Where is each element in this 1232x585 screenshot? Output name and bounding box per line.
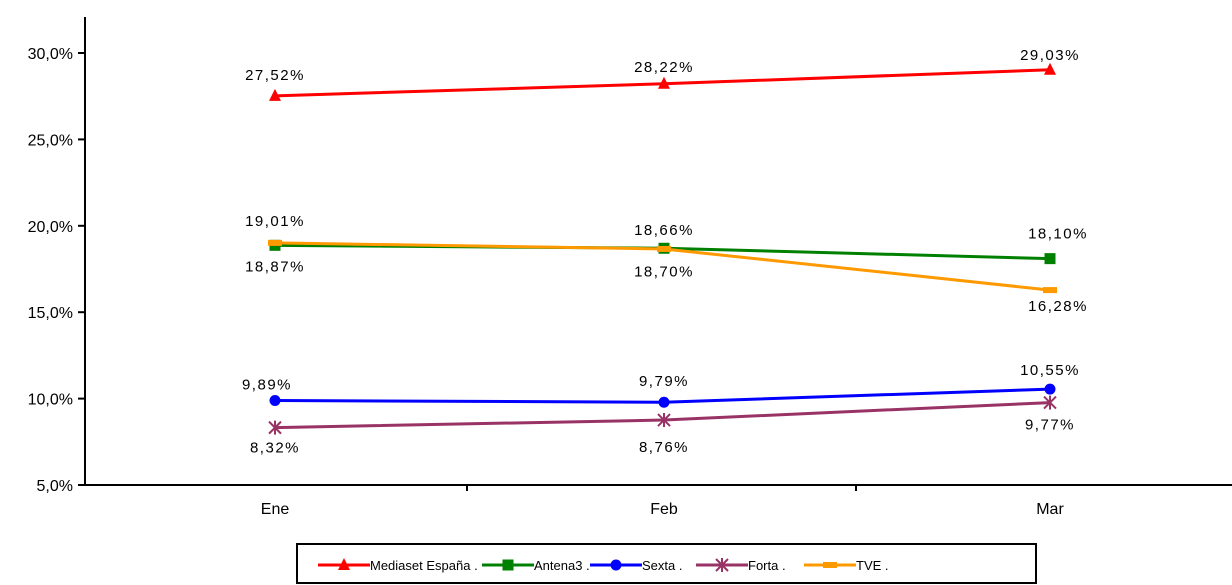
data-point (657, 245, 671, 252)
data-point (657, 413, 671, 428)
legend-marker (610, 559, 622, 571)
data-label: 10,55% (1020, 362, 1080, 379)
y-tick-label: 5,0% (37, 478, 73, 495)
series-lines (268, 62, 1057, 435)
data-point (1044, 383, 1056, 395)
legend-label: TVE . (856, 558, 889, 573)
series-4 (268, 239, 1057, 294)
x-tick-label: Feb (650, 501, 678, 518)
axes: 5,0% 10,0% 15,0% 20,0% 25,0% 30,0% Ene Feb Mar (28, 17, 1232, 518)
data-label: 9,79% (639, 373, 689, 390)
data-point (269, 395, 281, 407)
series-2 (269, 383, 1056, 408)
legend-label: Sexta . (642, 558, 682, 573)
data-label: 29,03% (1020, 47, 1080, 64)
data-label: 18,66% (634, 222, 694, 239)
data-point (1044, 253, 1056, 265)
legend-entry: TVE . (804, 558, 889, 573)
legend-entry: Antena3 . (482, 558, 590, 573)
data-label: 18,70% (634, 263, 694, 280)
y-tick-label: 20,0% (28, 219, 73, 236)
legend-entry: Mediaset España . (318, 558, 478, 573)
legend-label: Mediaset España . (370, 558, 478, 573)
data-point (1043, 287, 1057, 294)
legend-label: Forta . (748, 558, 786, 573)
legend-marker (715, 558, 729, 572)
x-tick-label: Ene (261, 501, 290, 518)
legend-entry: Sexta . (590, 558, 682, 573)
legend-entry: Forta . (696, 558, 786, 573)
legend-label: Antena3 . (534, 558, 590, 573)
data-point (658, 396, 670, 408)
data-point (269, 88, 281, 101)
legend-box (296, 543, 1037, 584)
y-tick-label: 30,0% (28, 46, 73, 63)
y-tick-label: 25,0% (28, 132, 73, 149)
legend-marker (338, 558, 350, 570)
y-tick-label: 10,0% (28, 392, 73, 409)
legend-marker (502, 559, 514, 571)
series-3 (268, 395, 1057, 435)
legend: Mediaset España . Antena3 . Sexta . Forta .… (296, 543, 1037, 584)
data-labels: 27,52% 28,22% 29,03% 18,87% 18,70% 18,10% 9,89… (242, 47, 1088, 457)
y-tick-label: 15,0% (28, 305, 73, 322)
data-point (268, 420, 282, 435)
data-label: 18,10% (1028, 226, 1088, 243)
data-label: 8,76% (639, 439, 689, 456)
data-label: 28,22% (634, 59, 694, 76)
data-label: 27,52% (245, 67, 305, 84)
data-label: 9,89% (242, 377, 292, 394)
data-point (1044, 62, 1056, 75)
data-point (658, 76, 670, 89)
data-point (268, 239, 282, 246)
data-label: 8,32% (250, 440, 300, 457)
data-label: 18,87% (245, 258, 305, 275)
x-tick-label: Mar (1036, 501, 1064, 518)
legend-marker (823, 562, 837, 568)
data-label: 19,01% (245, 213, 305, 230)
data-point (1043, 395, 1057, 410)
series-0 (269, 62, 1056, 101)
data-label: 16,28% (1028, 298, 1088, 315)
data-label: 9,77% (1025, 417, 1075, 434)
